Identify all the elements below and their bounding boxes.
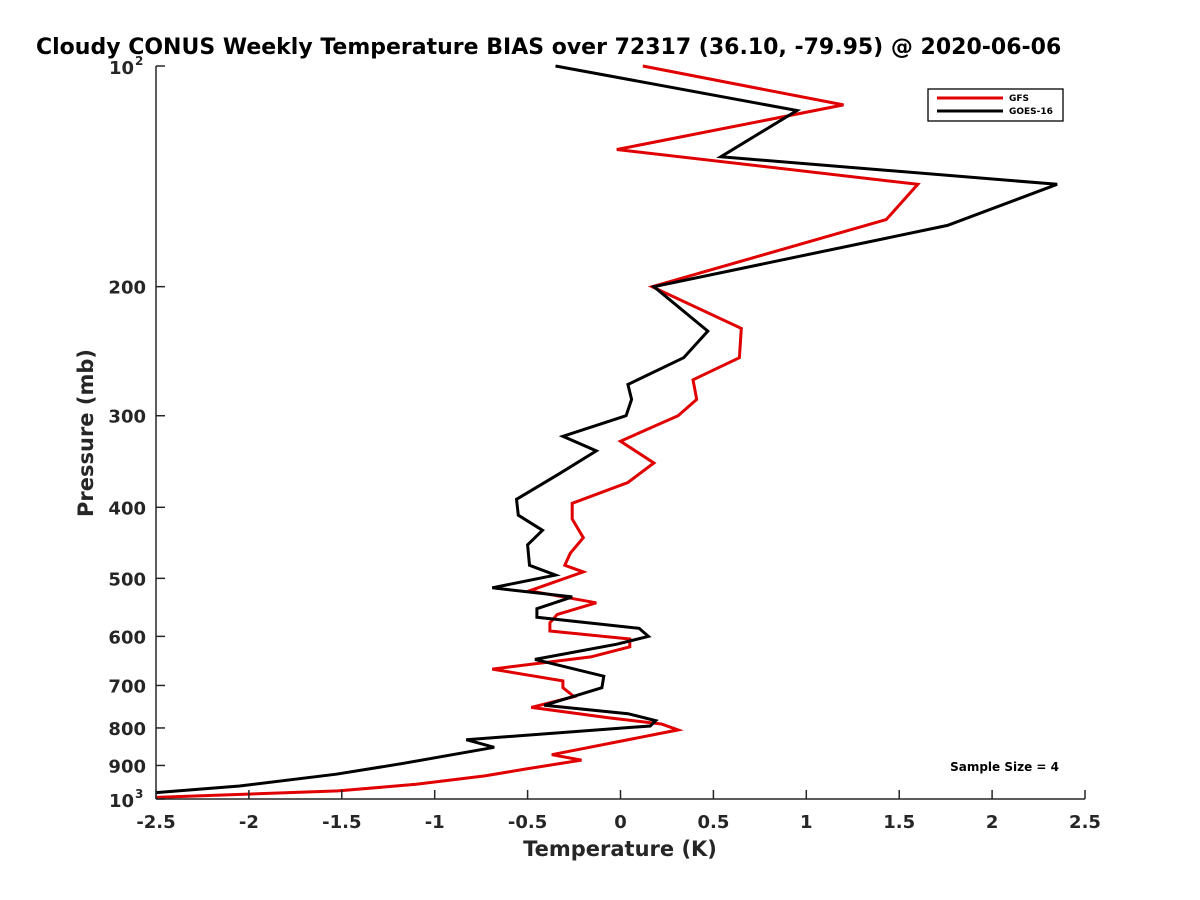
y-tick-label: 500 xyxy=(108,569,146,590)
legend-label: GOES-16 xyxy=(1009,107,1053,117)
x-tick-label: 0.5 xyxy=(697,812,729,833)
x-tick-label: 2 xyxy=(986,812,999,833)
sample-size-annotation: Sample Size = 4 xyxy=(950,760,1059,774)
x-tick-label: -1.5 xyxy=(322,812,361,833)
legend-label: GFS xyxy=(1009,94,1029,104)
legend: GFS GOES-16 xyxy=(927,88,1064,122)
y-tick-label: 200 xyxy=(108,278,146,299)
y-tick-label: 10 xyxy=(109,58,134,79)
x-tick-label: 1.5 xyxy=(883,812,915,833)
x-tick-label: 1 xyxy=(800,812,813,833)
x-tick-label: 0 xyxy=(614,812,627,833)
y-tick-label: 600 xyxy=(108,627,146,648)
legend-box xyxy=(927,88,1064,122)
x-tick-label: 2.5 xyxy=(1069,812,1101,833)
x-axis-label: Temperature (K) xyxy=(523,837,717,861)
x-tick-label: -1 xyxy=(425,812,445,833)
y-tick-label: 10 xyxy=(109,791,134,812)
y-tick-label: 700 xyxy=(108,676,146,697)
y-tick-label: 400 xyxy=(108,498,146,519)
x-tick-label: -0.5 xyxy=(508,812,547,833)
y-tick-label: 300 xyxy=(108,407,146,428)
series-layer xyxy=(155,64,1058,799)
y-tick-label: 800 xyxy=(108,719,146,740)
chart-title: Cloudy CONUS Weekly Temperature BIAS ove… xyxy=(36,35,1061,60)
y-axis-label: Pressure (mb) xyxy=(74,349,98,517)
x-tick-label: -2 xyxy=(239,812,259,833)
x-tick-label: -2.5 xyxy=(136,812,175,833)
y-tick-exponent: 2 xyxy=(135,54,143,68)
series-line-goes-16 xyxy=(155,64,1058,795)
x-ticks: -2.5 -2 -1.5 -1 -0.5 0 0.5 1 1.5 2 2.5 xyxy=(136,790,1101,833)
y-tick-exponent: 3 xyxy=(135,787,143,801)
series-line-gfs xyxy=(155,64,921,799)
y-tick-label: 900 xyxy=(108,756,146,777)
